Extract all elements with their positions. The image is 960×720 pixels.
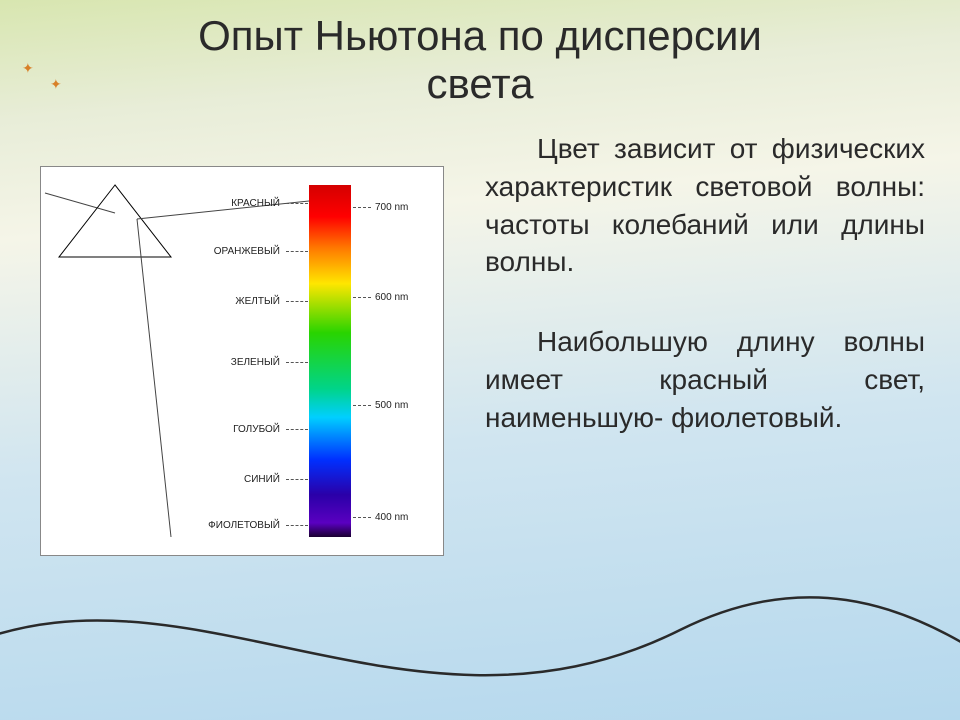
wavelength-label: 400 nm: [375, 512, 408, 523]
label-dash: [286, 362, 308, 363]
spectrum-bar: [309, 185, 351, 537]
wavelength-label: 700 nm: [375, 202, 408, 213]
wave-dash: [353, 405, 371, 406]
title-line-2: света: [427, 60, 534, 107]
wavelength-label: 600 nm: [375, 292, 408, 303]
paragraph-2: Наибольшую длину волны имеет красный све…: [485, 323, 925, 436]
color-label: ФИОЛЕТОВЫЙ: [200, 520, 280, 531]
content-area: Цвет зависит от физических характеристик…: [0, 130, 960, 720]
text-column: Цвет зависит от физических характеристик…: [485, 130, 925, 437]
color-label: СИНИЙ: [200, 474, 280, 485]
dispersion-diagram: КРАСНЫЙ ОРАНЖЕВЫЙ ЖЕЛТЫЙ ЗЕЛЕНЫЙ ГОЛУБОЙ СИНИ…: [40, 166, 444, 556]
title-line-1: Опыт Ньютона по дисперсии: [198, 12, 762, 59]
label-dash: [286, 301, 308, 302]
wave-dash: [353, 517, 371, 518]
wavelength-label: 500 nm: [375, 400, 408, 411]
star-icon: ✦: [22, 60, 34, 77]
prism-icon: [59, 185, 171, 257]
label-dash: [286, 203, 308, 204]
label-dash: [286, 429, 308, 430]
paragraph-1: Цвет зависит от физических характеристик…: [485, 130, 925, 281]
slide-title: Опыт Ньютона по дисперсии света: [0, 0, 960, 109]
label-dash: [286, 251, 308, 252]
color-label: ОРАНЖЕВЫЙ: [200, 246, 280, 257]
star-icon: ✦: [50, 76, 62, 93]
incident-ray: [45, 193, 115, 213]
color-label: КРАСНЫЙ: [200, 198, 280, 209]
color-label: ГОЛУБОЙ: [200, 424, 280, 435]
color-label: ЗЕЛЕНЫЙ: [200, 357, 280, 368]
label-dash: [286, 479, 308, 480]
color-label: ЖЕЛТЫЙ: [200, 296, 280, 307]
wave-dash: [353, 297, 371, 298]
label-dash: [286, 525, 308, 526]
wave-dash: [353, 207, 371, 208]
